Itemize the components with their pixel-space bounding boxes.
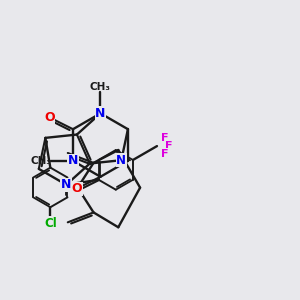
Text: O: O <box>44 111 55 124</box>
Text: O: O <box>71 182 82 195</box>
Text: CH₃: CH₃ <box>30 156 51 166</box>
Text: N: N <box>61 178 71 191</box>
Text: N: N <box>68 154 78 167</box>
Text: N: N <box>95 107 106 120</box>
Text: F: F <box>161 133 169 143</box>
Text: F: F <box>161 149 169 159</box>
Text: N: N <box>116 154 126 167</box>
Text: F: F <box>165 141 172 151</box>
Text: CH₃: CH₃ <box>90 82 111 92</box>
Text: Cl: Cl <box>44 217 57 230</box>
